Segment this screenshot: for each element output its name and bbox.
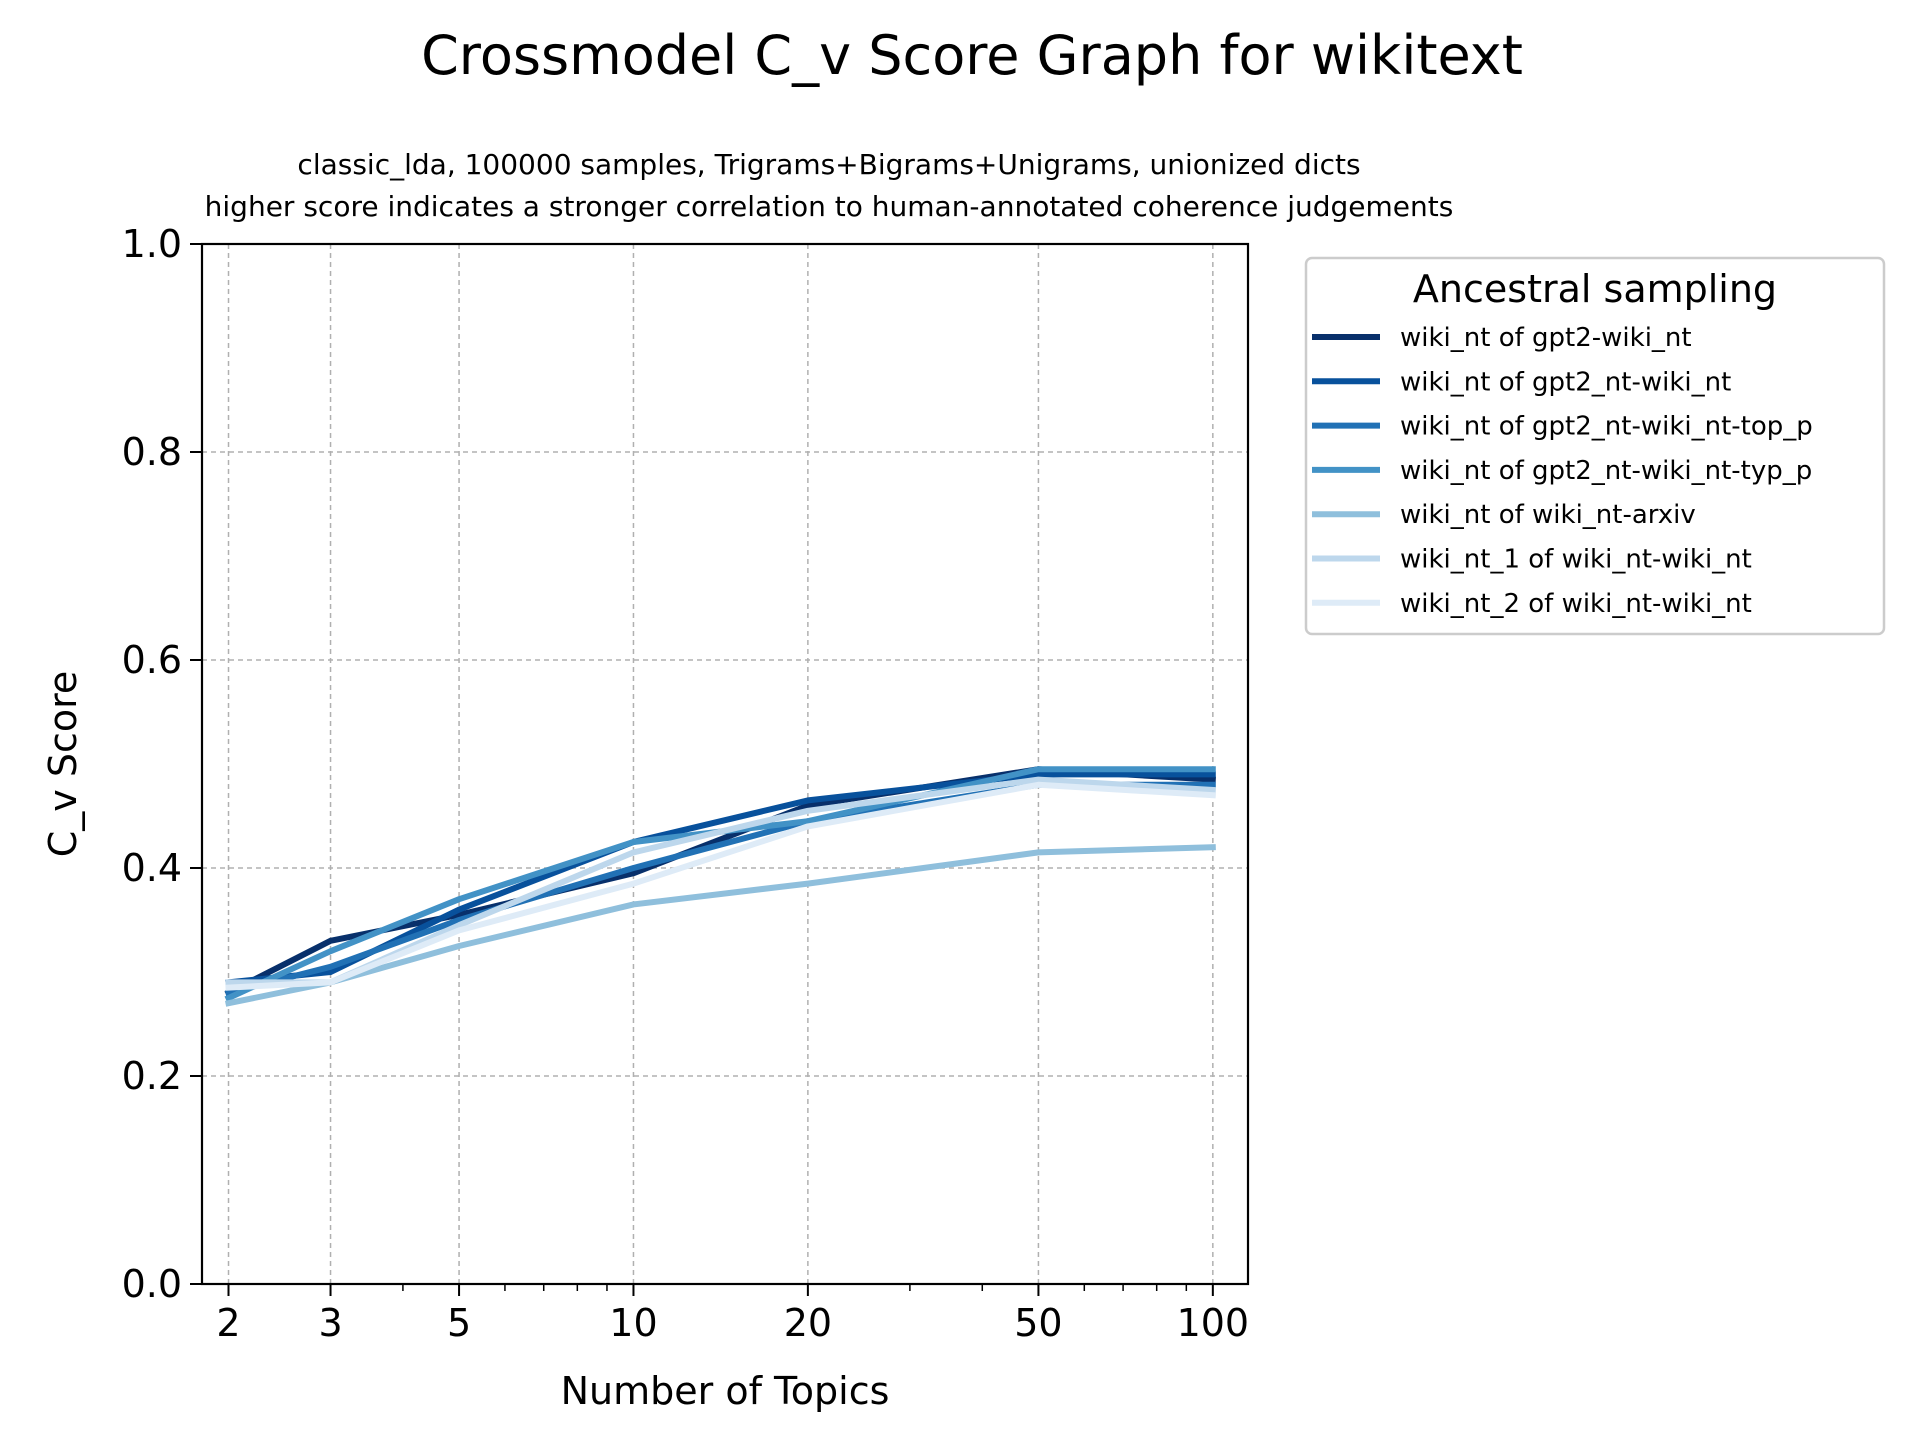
grid-layer	[202, 243, 1248, 1285]
x-tick-label: 5	[447, 1301, 471, 1345]
chart-subtitle-line-2: higher score indicates a stronger correl…	[205, 190, 1454, 223]
plot-frame	[200, 242, 1250, 1286]
series-line	[224, 844, 1216, 1007]
y-tick-label: 0.2	[122, 1054, 182, 1098]
y-tick-label: 1.0	[122, 222, 182, 266]
x-tick-label: 50	[1014, 1301, 1062, 1345]
axis-layer: 2 3 5 10 20 50 100 0.0 0.2 0.4 0.6 0.8 1.0	[122, 222, 1250, 1345]
series-layer	[224, 766, 1216, 1007]
chart-subtitle-line-1: classic_lda, 100000 samples, Trigrams+Bi…	[297, 148, 1360, 181]
x-axis-label: Number of Topics	[561, 1369, 890, 1413]
y-tick-label: 0.6	[122, 638, 182, 682]
y-tick-label: 0.4	[122, 846, 182, 890]
series-line	[225, 781, 1216, 991]
legend-entry-label: wiki_nt_2 of wiki_nt-wiki_nt	[1400, 589, 1752, 619]
legend: Ancestral sampling wiki_nt of gpt2-wiki_…	[1304, 256, 1886, 636]
legend-entry-label: wiki_nt of gpt2_nt-wiki_nt-typ_p	[1400, 456, 1812, 486]
legend-entry-label: wiki_nt_1 of wiki_nt-wiki_nt	[1400, 545, 1752, 575]
x-tick-label: 20	[784, 1301, 832, 1345]
y-tick-label: 0.0	[122, 1262, 182, 1306]
legend-frame	[1304, 256, 1886, 636]
y-axis-label: C_v Score	[41, 671, 85, 858]
legend-title: Ancestral sampling	[1413, 267, 1777, 311]
chart-title: Crossmodel C_v Score Graph for wikitext	[421, 24, 1523, 87]
x-tick-label: 2	[216, 1301, 240, 1345]
x-tick-label: 10	[609, 1301, 657, 1345]
legend-entry-label: wiki_nt of wiki_nt-arxiv	[1400, 500, 1696, 530]
legend-entry-label: wiki_nt of gpt2-wiki_nt	[1400, 323, 1692, 353]
x-tick-label: 3	[318, 1301, 342, 1345]
x-tick-label: 100	[1177, 1301, 1250, 1345]
y-tick-label: 0.8	[122, 430, 182, 474]
legend-entry-label: wiki_nt of gpt2_nt-wiki_nt	[1400, 367, 1731, 397]
legend-entry-label: wiki_nt of gpt2_nt-wiki_nt-top_p	[1400, 412, 1813, 442]
series-line	[224, 766, 1216, 1002]
